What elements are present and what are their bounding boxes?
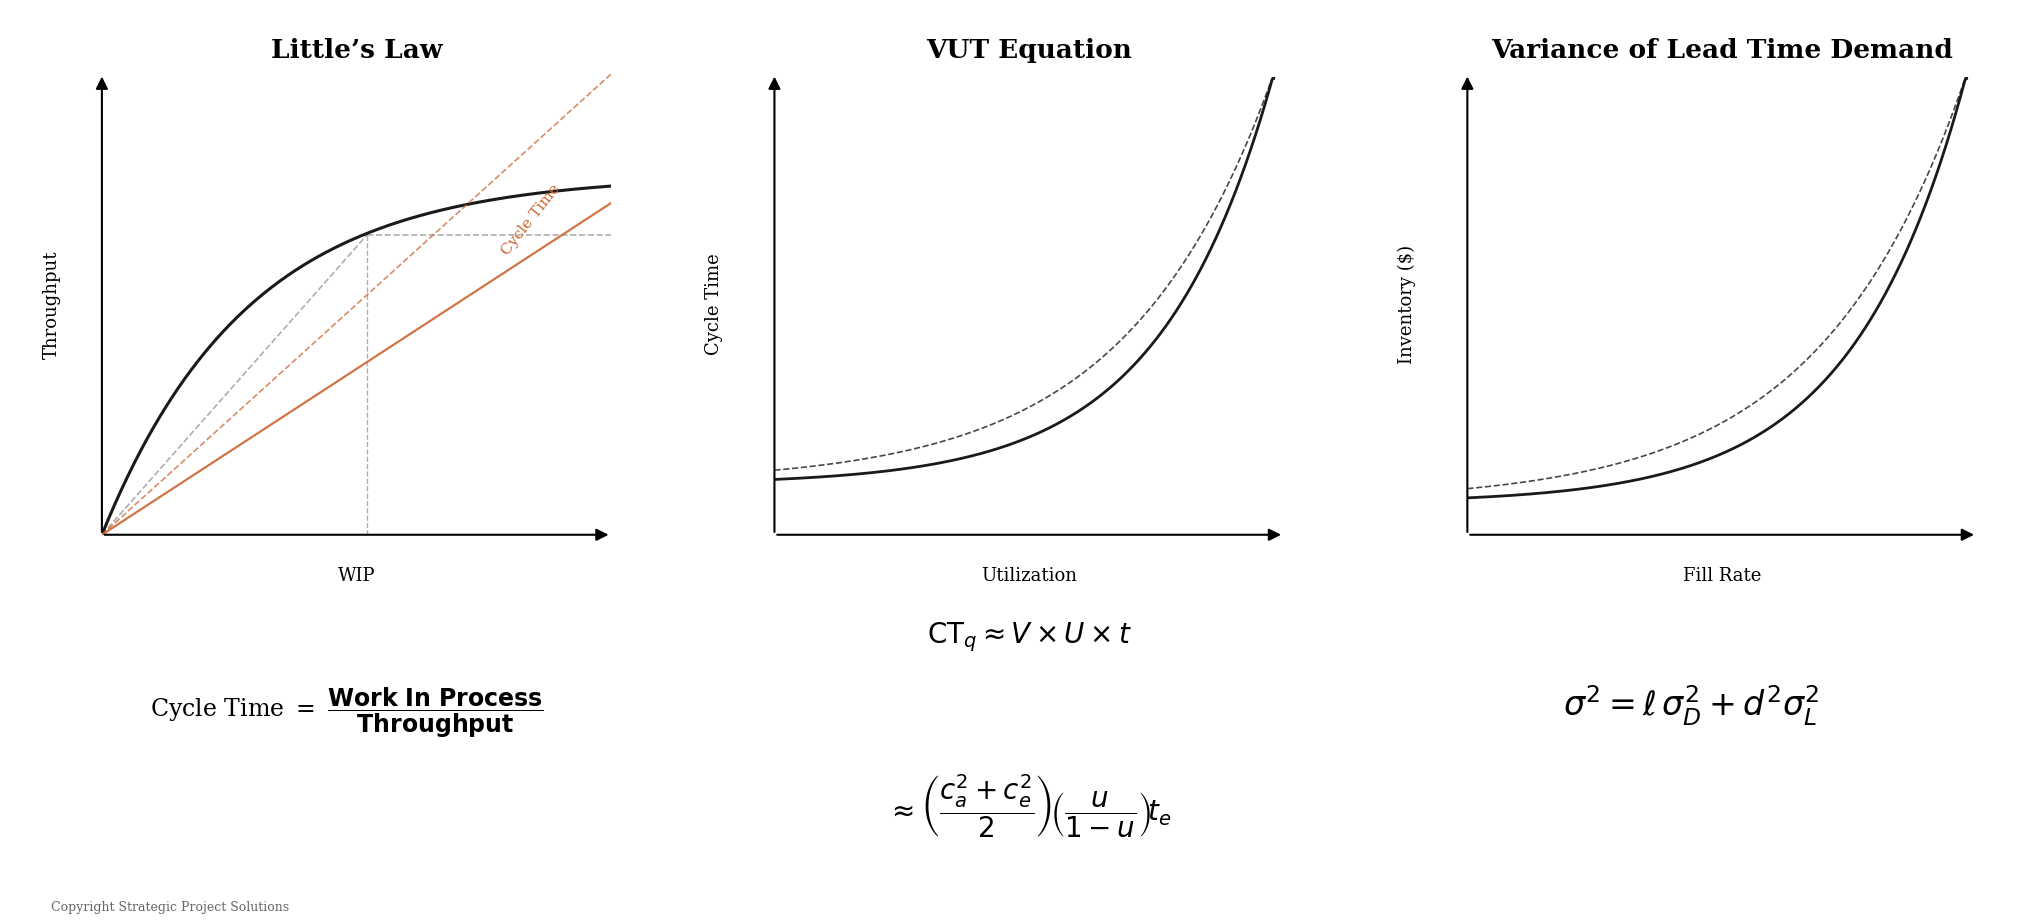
- Text: WIP: WIP: [338, 567, 375, 585]
- Text: $\sigma^2 = \ell\,\sigma_D^2 + d^2\sigma_L^2$: $\sigma^2 = \ell\,\sigma_D^2 + d^2\sigma…: [1563, 684, 1820, 728]
- Text: Cycle Time $=\ \dfrac{\mathbf{Work\ In\ Process}}{\mathbf{Throughput}}$: Cycle Time $=\ \dfrac{\mathbf{Work\ In\ …: [149, 685, 544, 739]
- Text: Cycle Time: Cycle Time: [705, 254, 723, 355]
- Text: Fill Rate: Fill Rate: [1683, 567, 1761, 585]
- Text: Inventory ($): Inventory ($): [1398, 244, 1416, 364]
- Text: Utilization: Utilization: [980, 567, 1078, 585]
- Text: Copyright Strategic Project Solutions: Copyright Strategic Project Solutions: [51, 901, 289, 914]
- Text: $\approx \left(\dfrac{c_a^2 + c_e^2}{2}\right)\!\left(\dfrac{u}{1-u}\right)\!t_e: $\approx \left(\dfrac{c_a^2 + c_e^2}{2}\…: [887, 773, 1172, 840]
- Text: Cycle Time: Cycle Time: [499, 182, 562, 258]
- Text: Variance of Lead Time Demand: Variance of Lead Time Demand: [1492, 38, 1952, 64]
- Text: Little’s Law: Little’s Law: [271, 38, 442, 64]
- Text: VUT Equation: VUT Equation: [925, 38, 1133, 64]
- Text: Throughput: Throughput: [43, 250, 61, 359]
- Text: $\mathrm{CT}_q \approx V \times U \times t$: $\mathrm{CT}_q \approx V \times U \times…: [927, 621, 1131, 654]
